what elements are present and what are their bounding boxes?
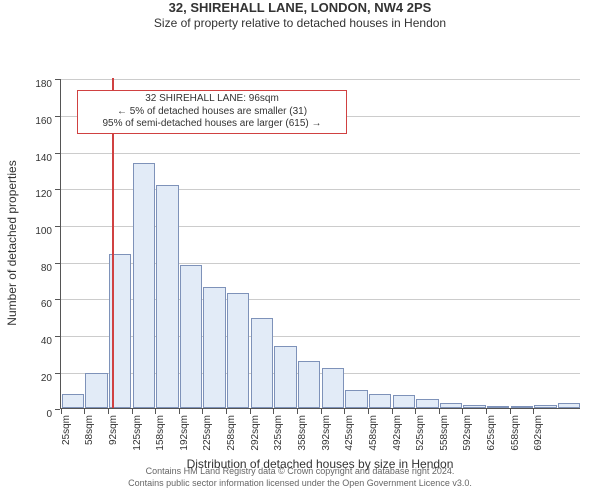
y-tick-mark [55,373,60,374]
grid-line [61,79,580,80]
x-tick-label: 25sqm [61,415,72,445]
x-tick-mark [297,409,298,414]
x-tick-label: 592sqm [462,415,473,451]
x-tick-label: 292sqm [250,415,261,451]
x-tick-mark [462,409,463,414]
y-tick-mark [55,116,60,117]
x-tick-label: 658sqm [510,415,521,451]
x-tick-label: 258sqm [226,415,237,451]
histogram-bar [558,403,580,409]
x-tick-mark [344,409,345,414]
histogram-bar [393,395,415,408]
x-axis-label: Distribution of detached houses by size … [60,457,580,471]
x-tick-label: 692sqm [533,415,544,451]
x-tick-label: 125sqm [132,415,143,451]
histogram-bar [133,163,155,409]
x-tick-mark [108,409,109,414]
y-tick-mark [55,299,60,300]
x-tick-label: 192sqm [179,415,190,451]
histogram-bar [322,368,344,408]
histogram-bar [62,394,84,409]
x-tick-mark [392,409,393,414]
x-tick-label: 625sqm [486,415,497,451]
y-tick-mark [55,79,60,80]
y-tick-mark [55,263,60,264]
x-tick-mark [61,409,62,414]
histogram-bar [440,403,462,409]
y-tick-mark [55,409,60,410]
histogram-bar [511,406,533,408]
x-tick-mark [368,409,369,414]
y-tick-mark [55,153,60,154]
histogram-bar [203,287,225,408]
x-tick-mark [486,409,487,414]
x-tick-label: 558sqm [439,415,450,451]
histogram-bar [227,293,249,409]
y-tick-mark [55,226,60,227]
x-tick-label: 458sqm [368,415,379,451]
x-tick-mark [250,409,251,414]
x-tick-mark [132,409,133,414]
footer-line-2: Contains public sector information licen… [0,478,600,489]
histogram-bar [534,405,556,409]
histogram-bar [463,405,485,409]
x-tick-label: 492sqm [392,415,403,451]
x-tick-label: 392sqm [321,415,332,451]
y-tick-mark [55,336,60,337]
x-tick-mark [510,409,511,414]
histogram-bar [345,390,367,408]
histogram-bar [416,399,438,408]
histogram-bar [156,185,178,409]
x-tick-label: 225sqm [202,415,213,451]
histogram-bar [369,394,391,409]
histogram-bar [274,346,296,408]
x-tick-mark [439,409,440,414]
x-tick-label: 358sqm [297,415,308,451]
chart-subtitle: Size of property relative to detached ho… [0,16,600,31]
x-tick-label: 92sqm [108,415,119,445]
chart-title: 32, SHIREHALL LANE, LONDON, NW4 2PS [0,0,600,16]
x-tick-mark [533,409,534,414]
x-tick-mark [415,409,416,414]
grid-line [61,153,580,154]
y-tick-mark [55,189,60,190]
annotation-line: 95% of semi-detached houses are larger (… [82,118,342,131]
histogram-bar [180,265,202,408]
histogram-bar [298,361,320,409]
annotation-box: 32 SHIREHALL LANE: 96sqm← 5% of detached… [77,90,347,134]
x-tick-label: 158sqm [155,415,166,451]
plot-area: 32 SHIREHALL LANE: 96sqm← 5% of detached… [60,79,580,409]
x-tick-mark [321,409,322,414]
x-tick-label: 525sqm [415,415,426,451]
x-tick-mark [179,409,180,414]
x-tick-mark [84,409,85,414]
x-tick-mark [202,409,203,414]
x-tick-label: 325sqm [273,415,284,451]
y-axis-label: Number of detached properties [5,78,19,408]
histogram-bar [487,406,509,408]
annotation-line: 32 SHIREHALL LANE: 96sqm [82,93,342,106]
histogram-bar [85,373,107,408]
x-tick-mark [226,409,227,414]
x-tick-mark [273,409,274,414]
x-tick-label: 425sqm [344,415,355,451]
histogram-chart: 32 SHIREHALL LANE: 96sqm← 5% of detached… [0,37,600,464]
annotation-line: ← 5% of detached houses are smaller (31) [82,106,342,119]
x-tick-mark [155,409,156,414]
histogram-bar [251,318,273,408]
x-tick-label: 58sqm [84,415,95,445]
